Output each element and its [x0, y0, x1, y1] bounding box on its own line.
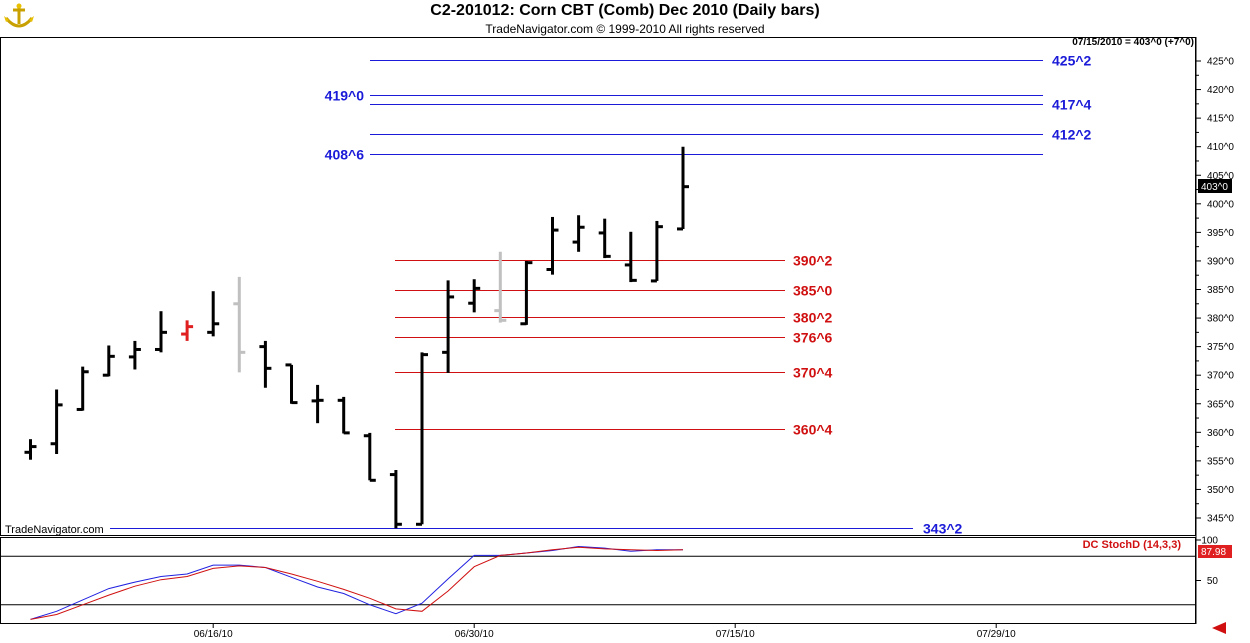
price-tick-label: 390^0 [1207, 256, 1234, 267]
level-label: 343^2 [923, 521, 963, 537]
level-label: 412^2 [1052, 127, 1092, 143]
ohlc-bar [181, 320, 194, 341]
level-label: 370^4 [793, 365, 833, 381]
scroll-left-arrow-icon[interactable] [1212, 622, 1226, 634]
ohlc-bar [494, 251, 507, 323]
status-readout: 07/15/2010 = 403^0 (+7^0) [1072, 37, 1194, 48]
price-tick-label: 400^0 [1207, 199, 1234, 210]
indicator-pane-frame [0, 537, 1196, 624]
x-tick-label: 06/30/10 [455, 629, 494, 640]
ohlc-bar [24, 439, 37, 460]
ohlc-bar [546, 216, 559, 275]
last-price-box [1198, 179, 1232, 193]
price-tick-label: 380^0 [1207, 314, 1234, 325]
price-pane-frame [0, 37, 1196, 536]
level-label: 408^6 [325, 147, 365, 163]
ohlc-bar [416, 352, 428, 526]
stoch-last-value-box [1198, 545, 1232, 558]
watermark: TradeNavigator.com [5, 524, 104, 536]
stoch-series-line [30, 545, 683, 620]
last-price-label: 403^0 [1201, 182, 1228, 193]
x-tick-label: 06/16/10 [194, 629, 233, 640]
ohlc-bar [155, 311, 167, 353]
ohlc-bar [468, 279, 481, 313]
level-label: 380^2 [793, 310, 833, 326]
level-label: 417^4 [1052, 97, 1092, 113]
stoch-tick-label: 100 [1201, 536, 1218, 547]
level-label: 360^4 [793, 422, 833, 438]
ohlc-bar [76, 366, 89, 411]
price-tick-label: 415^0 [1207, 114, 1234, 125]
price-tick-label: 395^0 [1207, 228, 1234, 239]
chart-title: C2-201012: Corn CBT (Comb) Dec 2010 (Dai… [430, 2, 820, 19]
stoch-last-value: 87.98 [1201, 547, 1226, 558]
x-tick-label: 07/29/10 [977, 629, 1016, 640]
ohlc-bar [677, 146, 689, 231]
ohlc-bar [572, 215, 585, 252]
price-tick-label: 420^0 [1207, 85, 1234, 96]
ohlc-bar [363, 432, 376, 482]
price-bars [24, 146, 689, 529]
x-tick-label: 07/15/10 [716, 629, 755, 640]
indicator-title: DC StochD (14,3,3) [1083, 539, 1182, 551]
level-label: 390^2 [793, 253, 833, 269]
stochastic-panel: 100 50 [1, 536, 1218, 620]
price-tick-label: 425^0 [1207, 57, 1234, 68]
ohlc-bar [389, 470, 402, 529]
price-tick-label: 350^0 [1207, 485, 1234, 496]
price-tick-label: 360^0 [1207, 428, 1234, 439]
copyright-subtitle: TradeNavigator.com © 1999-2010 All right… [485, 22, 765, 36]
ohlc-bar [102, 345, 115, 377]
ohlc-bar [520, 260, 533, 326]
price-axis-ticks: 345^0 350^0 355^0 360^0 365^0 370^0 375^0 380^0… [1196, 57, 1234, 525]
level-label: 385^0 [793, 283, 833, 299]
price-tick-label: 405^0 [1207, 171, 1234, 182]
support-resistance-levels: 425^2 419^0 417^4 412^2 408^6 390^2 385^0 380^2… [110, 53, 1092, 537]
price-tick-label: 370^0 [1207, 371, 1234, 382]
ohlc-bar [650, 220, 663, 283]
x-axis-ticks: 06/16/10 06/30/10 07/15/10 07/29/10 [194, 624, 1016, 640]
ohlc-bar [311, 384, 324, 424]
ohlc-bar [259, 340, 272, 388]
price-tick-label: 385^0 [1207, 285, 1234, 296]
ohlc-bar [624, 231, 637, 283]
ohlc-bar [285, 363, 298, 405]
ohlc-bar [442, 280, 455, 373]
ohlc-bar [598, 218, 611, 259]
price-tick-label: 375^0 [1207, 342, 1234, 353]
price-tick-label: 355^0 [1207, 456, 1234, 467]
ohlc-bar [128, 340, 141, 370]
ohlc-bar [50, 389, 63, 455]
stoch-tick-label: 50 [1207, 576, 1219, 587]
ohlc-bar [233, 276, 246, 373]
price-tick-label: 365^0 [1207, 399, 1234, 410]
ohlc-bar [337, 396, 350, 435]
level-label: 376^6 [793, 330, 833, 346]
stoch-series-line [30, 546, 684, 620]
price-tick-label: 345^0 [1207, 514, 1234, 525]
level-label: 425^2 [1052, 53, 1092, 69]
anchor-logo-icon [4, 3, 34, 28]
price-tick-label: 410^0 [1207, 142, 1234, 153]
ohlc-bar [207, 291, 220, 337]
level-label: 419^0 [325, 88, 365, 104]
